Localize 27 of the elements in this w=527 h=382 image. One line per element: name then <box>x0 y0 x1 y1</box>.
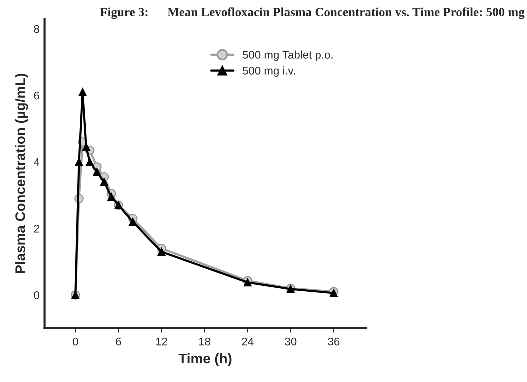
x-tick-label: 0 <box>72 338 78 346</box>
point <box>75 158 84 166</box>
point <box>93 168 102 176</box>
y-tick-label: 6 <box>34 92 40 100</box>
point <box>100 178 108 186</box>
x-tick-label: 6 <box>116 338 122 346</box>
y-tick-label: 0 <box>34 292 40 300</box>
legend-label: 500 mg i.v. <box>242 66 296 78</box>
point <box>82 143 90 152</box>
x-tick-label: 12 <box>156 338 168 346</box>
y-tick-label: 2 <box>34 224 40 233</box>
x-tick-label: 18 <box>199 338 211 346</box>
point <box>86 158 94 166</box>
x-axis-title: Time (h) <box>178 353 232 366</box>
x-tick-label: 36 <box>328 338 340 346</box>
point <box>108 193 116 202</box>
y-tick-label: 4 <box>34 158 40 166</box>
point <box>158 248 166 256</box>
point <box>244 278 252 287</box>
y-tick-label: 8 <box>34 25 40 34</box>
x-tick-label: 30 <box>285 338 297 346</box>
point <box>78 88 87 96</box>
y-axis-title: Plasma Concentration (µg/mL) <box>15 74 28 274</box>
chart-title: Figure 3: Mean Levofloxacin Plasma Concentration vs. Time Profile: 500 mg <box>100 8 525 20</box>
point <box>129 218 138 226</box>
legend-label: 500 mg Tablet p.o. <box>242 50 333 62</box>
x-tick-label: 24 <box>242 338 254 346</box>
